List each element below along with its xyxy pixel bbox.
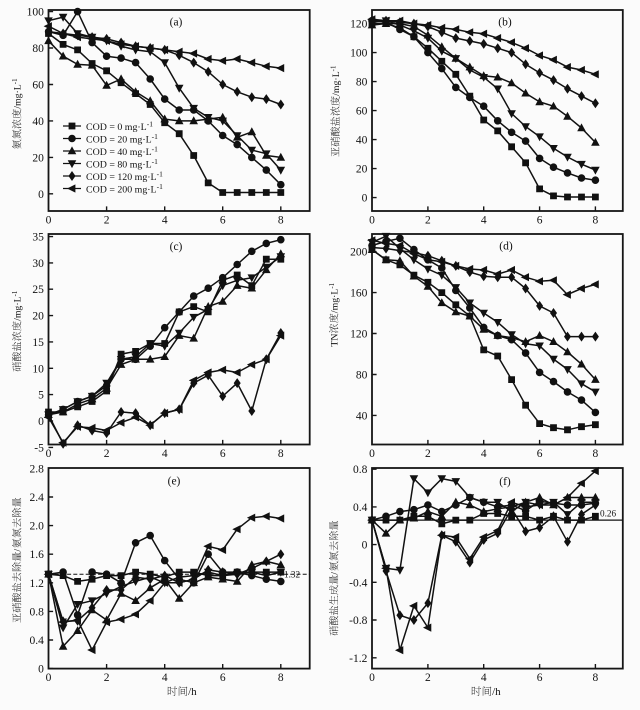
svg-text:160: 160 bbox=[350, 288, 368, 300]
svg-text:2: 2 bbox=[425, 215, 431, 227]
svg-text:2.4: 2.4 bbox=[30, 492, 45, 504]
svg-text:(f): (f) bbox=[499, 476, 511, 488]
svg-text:2.0: 2.0 bbox=[30, 521, 45, 533]
svg-text:2: 2 bbox=[425, 448, 431, 460]
svg-text:8: 8 bbox=[278, 448, 284, 460]
svg-text:6: 6 bbox=[220, 672, 226, 684]
svg-text:TN: TN bbox=[330, 334, 341, 347]
svg-text:40: 40 bbox=[32, 116, 44, 128]
svg-text:8: 8 bbox=[278, 215, 284, 227]
svg-text:120: 120 bbox=[350, 19, 368, 31]
svg-text:-5: -5 bbox=[34, 442, 44, 454]
svg-text:20: 20 bbox=[32, 311, 44, 323]
svg-text:(c): (c) bbox=[170, 241, 183, 253]
svg-text:0: 0 bbox=[38, 416, 44, 428]
svg-text:0: 0 bbox=[46, 672, 52, 684]
svg-text:30: 30 bbox=[32, 258, 44, 270]
svg-text:35: 35 bbox=[32, 232, 44, 244]
svg-text:0: 0 bbox=[46, 448, 52, 460]
svg-text:1.2: 1.2 bbox=[30, 578, 45, 590]
svg-text:2: 2 bbox=[104, 672, 110, 684]
svg-text:2: 2 bbox=[425, 672, 431, 684]
svg-text:8: 8 bbox=[593, 448, 599, 460]
svg-text:2: 2 bbox=[104, 215, 110, 227]
svg-text:8: 8 bbox=[593, 215, 599, 227]
svg-text:80: 80 bbox=[356, 370, 368, 382]
svg-text:0: 0 bbox=[38, 664, 44, 676]
svg-text:4: 4 bbox=[162, 448, 168, 460]
svg-text:80: 80 bbox=[32, 43, 44, 55]
svg-text:1.32: 1.32 bbox=[284, 569, 300, 579]
svg-text:4: 4 bbox=[162, 215, 168, 227]
svg-text:6: 6 bbox=[537, 215, 543, 227]
svg-text:5: 5 bbox=[38, 390, 44, 402]
svg-text:0: 0 bbox=[46, 215, 52, 227]
svg-text:(e): (e) bbox=[168, 476, 181, 488]
svg-text:6: 6 bbox=[537, 672, 543, 684]
svg-text:/h: /h bbox=[492, 686, 501, 698]
svg-text:6: 6 bbox=[220, 448, 226, 460]
svg-text:60: 60 bbox=[356, 106, 368, 118]
svg-text:40: 40 bbox=[356, 135, 368, 147]
svg-text:0: 0 bbox=[369, 672, 375, 684]
svg-text:/: / bbox=[13, 549, 24, 552]
svg-text:2: 2 bbox=[104, 448, 110, 460]
svg-text:-0.4: -0.4 bbox=[349, 577, 367, 589]
svg-text:8: 8 bbox=[593, 672, 599, 684]
svg-text:20: 20 bbox=[356, 164, 368, 176]
svg-text:/mg·L-1: /mg·L-1 bbox=[12, 291, 23, 321]
svg-text:100: 100 bbox=[27, 7, 45, 19]
svg-text:-1.2: -1.2 bbox=[349, 653, 367, 665]
svg-text:0: 0 bbox=[38, 189, 44, 201]
svg-text:25: 25 bbox=[32, 284, 44, 296]
svg-text:COD = 80 mg·L-1: COD = 80 mg·L-1 bbox=[86, 157, 158, 171]
svg-text:80: 80 bbox=[356, 77, 368, 89]
svg-text:200: 200 bbox=[350, 247, 368, 259]
svg-text:COD = 20 mg·L-1: COD = 20 mg·L-1 bbox=[86, 132, 158, 146]
svg-text:COD = 200 mg·L-1: COD = 200 mg·L-1 bbox=[86, 182, 163, 196]
svg-text:-0.8: -0.8 bbox=[349, 615, 367, 627]
svg-text:15: 15 bbox=[32, 337, 44, 349]
svg-text:10: 10 bbox=[32, 363, 44, 375]
svg-text:4: 4 bbox=[481, 215, 487, 227]
svg-text:6: 6 bbox=[220, 215, 226, 227]
svg-text:/mg·L-1: /mg·L-1 bbox=[12, 79, 23, 109]
svg-text:100: 100 bbox=[350, 48, 368, 60]
svg-text:120: 120 bbox=[350, 329, 368, 341]
svg-text:4: 4 bbox=[481, 448, 487, 460]
svg-text:0: 0 bbox=[362, 540, 368, 552]
svg-text:0.4: 0.4 bbox=[30, 635, 45, 647]
svg-text:0.26: 0.26 bbox=[600, 509, 616, 519]
svg-text:4: 4 bbox=[481, 672, 487, 684]
svg-text:(b): (b) bbox=[498, 17, 512, 29]
svg-text:(d): (d) bbox=[499, 241, 513, 253]
svg-text:0: 0 bbox=[362, 193, 368, 205]
svg-text:COD = 40 mg·L-1: COD = 40 mg·L-1 bbox=[86, 144, 158, 158]
svg-text:40: 40 bbox=[356, 410, 368, 422]
svg-text:20: 20 bbox=[32, 152, 44, 164]
svg-text:1.6: 1.6 bbox=[30, 549, 45, 561]
svg-text:COD = 120 mg·L-1: COD = 120 mg·L-1 bbox=[86, 169, 163, 183]
svg-text:/mg·L-1: /mg·L-1 bbox=[331, 66, 342, 96]
svg-text:/: / bbox=[330, 572, 341, 575]
svg-text:(a): (a) bbox=[170, 17, 183, 29]
svg-text:0.4: 0.4 bbox=[353, 502, 368, 514]
svg-text:2.8: 2.8 bbox=[30, 463, 45, 475]
svg-text:4: 4 bbox=[162, 672, 168, 684]
svg-text:COD = 0 mg·L-1: COD = 0 mg·L-1 bbox=[86, 119, 153, 133]
svg-text:0.8: 0.8 bbox=[30, 606, 45, 618]
svg-text:/mg·L-1: /mg·L-1 bbox=[329, 283, 340, 313]
svg-text:8: 8 bbox=[278, 672, 284, 684]
svg-text:0.8: 0.8 bbox=[353, 464, 368, 476]
svg-text:60: 60 bbox=[32, 80, 44, 92]
svg-text:6: 6 bbox=[537, 448, 543, 460]
svg-text:0: 0 bbox=[369, 448, 375, 460]
svg-text:/h: /h bbox=[188, 686, 197, 698]
svg-text:0: 0 bbox=[369, 215, 375, 227]
